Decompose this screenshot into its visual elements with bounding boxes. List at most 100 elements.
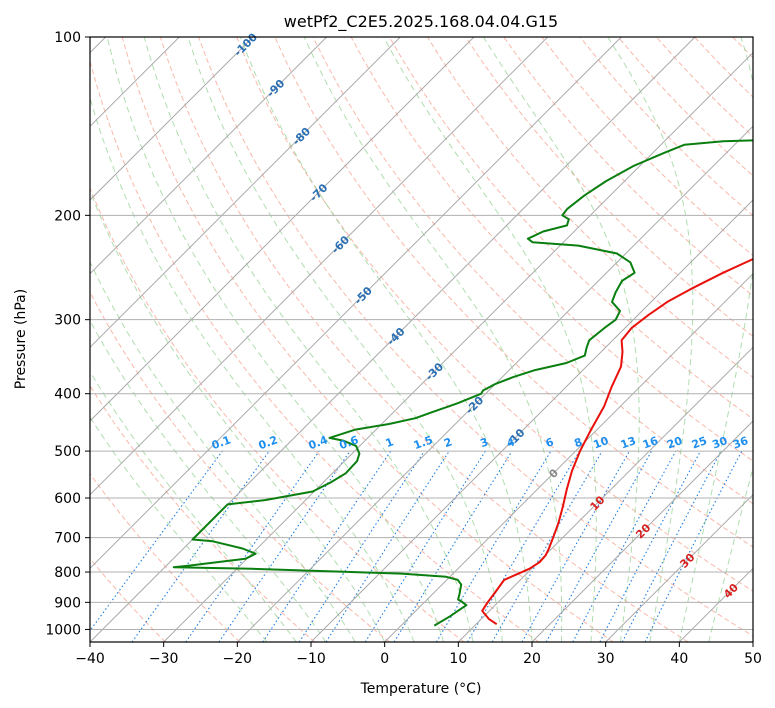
mixing-ratio-label: 25	[690, 434, 709, 451]
dry-adiabat-line	[426, 37, 753, 378]
y-axis-label: Pressure (hPa)	[13, 289, 29, 389]
y-tick-label: 600	[54, 491, 81, 507]
moist-adiabat-line	[239, 37, 533, 642]
mixing-ratio-label: 30	[710, 434, 729, 452]
y-tick-label: 900	[54, 595, 81, 611]
y-tick-label: 100	[54, 30, 81, 46]
isotherm-label: -80	[290, 125, 313, 148]
dry-adiabat-line	[388, 37, 753, 420]
y-tick-label: 300	[54, 313, 81, 329]
y-tick-label: 800	[54, 565, 81, 581]
dry-adiabat-line	[350, 37, 753, 462]
dry-adiabat-line	[90, 291, 390, 642]
mixing-ratio-label: 1	[384, 435, 396, 450]
dry-adiabat-line	[694, 37, 753, 98]
isotherm-line	[752, 641, 753, 642]
moist-adiabat-line	[90, 319, 327, 642]
isotherm-line	[163, 51, 753, 642]
isotherm-line	[90, 37, 549, 496]
x-tick-label: 50	[744, 651, 762, 667]
isotherm-line	[531, 420, 753, 642]
dry-adiabat-line	[465, 37, 753, 338]
dry-adiabat-line	[90, 384, 316, 642]
dewpoint-profile	[172, 139, 753, 627]
dry-adiabat-line	[121, 37, 614, 642]
x-tick-label: −10	[296, 651, 326, 667]
moist-adiabat-line	[187, 37, 503, 642]
isotherm-line	[605, 493, 753, 642]
dry-adiabat-line	[159, 37, 689, 642]
isotherm-line	[457, 346, 753, 642]
moist-adiabat-line	[303, 37, 563, 642]
chart-title: wetPf2_C2E5.2025.168.04.04.G15	[284, 12, 558, 32]
isotherm-line	[90, 37, 696, 642]
dry-adiabat-line	[656, 37, 753, 138]
moist-adiabat-line	[90, 189, 386, 642]
moist-adiabat-line	[607, 37, 694, 642]
dry-adiabat-line	[503, 37, 753, 297]
plot-frame	[89, 36, 754, 643]
y-tick-label: 1000	[45, 622, 81, 638]
mixing-ratio-line	[90, 450, 223, 632]
isotherm-line	[384, 272, 753, 642]
dry-adiabat-line	[90, 186, 465, 642]
mixing-ratio-line	[572, 450, 677, 642]
isotherm-line	[90, 37, 622, 570]
dry-adiabat-line	[771, 37, 775, 642]
mixing-ratio-label: 20	[665, 434, 684, 452]
mixing-ratio-label: 0.2	[257, 433, 280, 452]
isotherm-line	[90, 37, 328, 275]
mixing-ratio-line	[364, 450, 486, 642]
moist-adiabat-line	[106, 37, 445, 642]
mixing-ratio-label: 16	[641, 434, 660, 452]
x-tick-label: 0	[380, 651, 389, 667]
mixing-ratio-line	[644, 450, 743, 642]
mixing-ratio-label: 13	[619, 434, 638, 451]
dry-adiabat-line	[274, 37, 753, 548]
x-tick-label: 20	[523, 651, 541, 667]
x-tick-label: −20	[223, 651, 253, 667]
mixing-ratio-label: 36	[731, 434, 750, 452]
y-tick-label: 200	[54, 208, 81, 224]
dry-adiabat-line	[236, 37, 753, 592]
moist-adiabat-line	[90, 370, 297, 642]
isotherm-line	[236, 125, 753, 642]
dry-adiabat-line	[90, 557, 166, 642]
mixing-ratio-line	[298, 450, 425, 642]
mixing-ratio-label: 4	[505, 435, 517, 450]
x-axis-label: Temperature (°C)	[360, 681, 482, 697]
moist-adiabat-line	[90, 416, 268, 642]
mixing-ratio-label: 0.6	[338, 433, 361, 452]
moist-adiabat-line	[143, 37, 474, 642]
moist-adiabat-line	[383, 37, 597, 642]
isotherm-line	[90, 37, 401, 349]
mixing-ratio-line	[545, 450, 653, 642]
x-tick-label: −40	[75, 651, 105, 667]
moist-adiabat-line	[678, 37, 753, 642]
dry-adiabat-line	[90, 59, 540, 642]
isotherm-line	[90, 37, 475, 422]
mixing-ratio-line	[262, 450, 392, 642]
mixing-ratio-label: 2	[442, 435, 454, 450]
y-tick-label: 400	[54, 387, 81, 403]
mixing-ratio-line	[185, 450, 320, 642]
mixing-ratio-label: 3	[478, 435, 490, 450]
x-tick-label: 10	[449, 651, 467, 667]
y-tick-label: 700	[54, 531, 81, 547]
x-tick-label: 40	[670, 651, 688, 667]
mixing-ratio-line	[521, 450, 630, 642]
isotherm-line	[678, 567, 753, 642]
mixing-ratio-line	[131, 450, 270, 642]
dry-adiabat-line	[732, 37, 753, 59]
x-tick-label: 30	[597, 651, 615, 667]
dry-adiabat-line	[198, 37, 753, 637]
mixing-ratio-label: 8	[572, 435, 584, 450]
x-tick-label: −30	[149, 651, 179, 667]
mixing-ratio-label: 0.1	[210, 433, 233, 452]
moist-adiabat-line	[90, 260, 356, 642]
isotherm-label: 40	[721, 581, 741, 601]
mixing-ratio-label: 1.5	[412, 433, 435, 452]
temperature-profile	[481, 257, 753, 626]
dry-adiabat-line	[90, 472, 241, 642]
